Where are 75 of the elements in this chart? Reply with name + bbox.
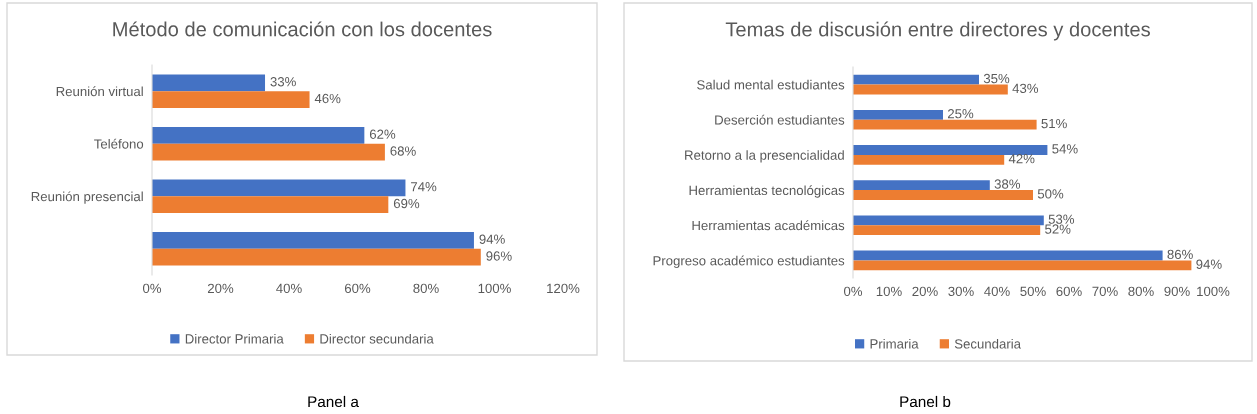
x-tick-label: 20% (207, 283, 234, 294)
y-tick-label: Reunión virtual (56, 86, 143, 97)
data-label: 42% (1008, 154, 1035, 164)
x-tick-label: 40% (984, 286, 1010, 297)
bar (152, 179, 406, 197)
data-label: 52% (1045, 224, 1071, 234)
data-label: 35% (983, 73, 1010, 84)
data-label: 94% (1196, 259, 1222, 269)
bar (853, 190, 1033, 200)
data-label: 96% (486, 251, 512, 261)
x-tick-label: 80% (413, 283, 439, 294)
chart-title: Temas de discusión entre directores y docentes (725, 21, 1150, 41)
x-tick-label: 30% (948, 286, 974, 297)
data-label: 46% (314, 93, 341, 104)
data-label: 94% (479, 234, 505, 244)
bar (853, 84, 1008, 95)
x-tick-label: 70% (1092, 286, 1118, 297)
legend-label: Primaria (870, 338, 919, 349)
y-tick-label: Retorno a la presencialidad (685, 150, 844, 163)
text: Panel a (308, 395, 359, 408)
x-tick-label: 20% (912, 286, 938, 297)
bar (853, 180, 990, 191)
legend-label: Secundaria (954, 338, 1021, 349)
x-tick-label: 10% (876, 286, 902, 297)
data-label: 51% (1041, 118, 1067, 129)
x-tick-label: 100% (1197, 286, 1230, 297)
bar (152, 91, 310, 109)
legend-label: Director secundaria (320, 333, 434, 344)
chart-title: Método de comunicación con los docentes (113, 21, 492, 37)
bar (853, 109, 943, 120)
y-tick-label: Herramientas tecnológicas (689, 185, 845, 198)
bar (152, 248, 481, 266)
x-tick-label: 40% (276, 283, 302, 294)
x-tick-label: 0% (142, 283, 162, 294)
bar (853, 119, 1037, 130)
x-tick-label: 90% (1164, 286, 1190, 297)
bar (853, 215, 1044, 226)
data-label: 33% (270, 77, 296, 87)
data-label: 38% (994, 179, 1021, 189)
bar (152, 231, 474, 249)
data-label: 25% (947, 109, 974, 119)
data-label: 86% (1167, 249, 1193, 260)
data-label: 68% (390, 146, 416, 156)
x-tick-label: 50% (1020, 286, 1046, 297)
bar (152, 126, 365, 144)
bar (853, 260, 1192, 271)
y-tick-label: Reunión presencial (31, 191, 143, 204)
bar (152, 196, 389, 214)
legend-label: Director Primaria (185, 333, 284, 344)
bar (853, 250, 1163, 261)
data-label: 43% (1012, 83, 1039, 94)
y-tick-label: Teléfono (94, 138, 144, 149)
data-label: 50% (1037, 189, 1064, 199)
x-tick-label: 0% (843, 286, 863, 297)
bar (853, 74, 979, 85)
x-tick-label: 60% (344, 283, 371, 294)
bar (853, 154, 1005, 165)
bar (853, 145, 1048, 155)
y-tick-label: Herramientas académicas (692, 220, 845, 231)
data-label: 62% (369, 129, 396, 139)
data-label: 54% (1052, 144, 1078, 154)
bar (152, 74, 266, 92)
data-label: 53% (1048, 214, 1075, 224)
text: Panel b (900, 395, 951, 408)
y-tick-label: Deserción estudiantes (715, 114, 845, 125)
x-tick-label: 60% (1056, 286, 1082, 297)
y-tick-label: Salud mental estudiantes (697, 79, 845, 90)
data-label: 74% (411, 182, 437, 192)
y-tick-label: Progreso académico estudiantes (653, 255, 845, 269)
bar (853, 225, 1041, 236)
data-label: 69% (393, 198, 420, 209)
bar (152, 143, 385, 161)
x-tick-label: 80% (1128, 286, 1154, 297)
x-tick-label: 100% (478, 283, 511, 294)
x-tick-label: 120% (547, 283, 580, 294)
